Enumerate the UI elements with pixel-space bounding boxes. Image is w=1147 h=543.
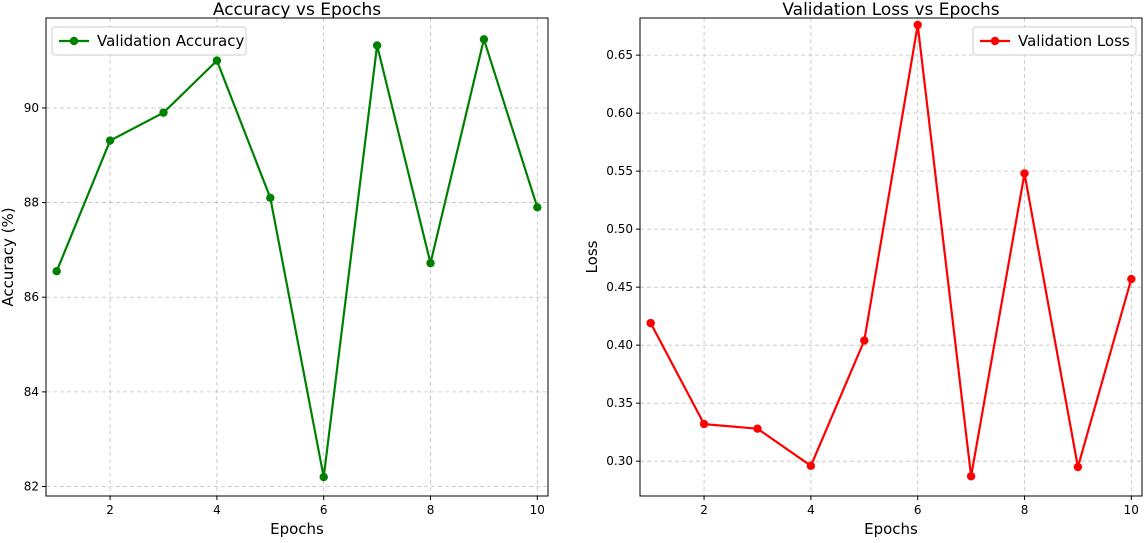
loss-data-point — [1073, 462, 1083, 472]
accuracy-legend-marker-swatch — [69, 36, 79, 46]
loss-y-tick-label: 0.65 — [606, 48, 633, 62]
loss-y-tick-label: 0.45 — [606, 280, 633, 294]
accuracy-y-tick-label: 84 — [24, 385, 39, 399]
loss-y-tick-label: 0.30 — [606, 454, 633, 468]
accuracy-data-point — [52, 266, 61, 276]
accuracy-data-point — [319, 472, 328, 482]
loss-data-point — [753, 424, 762, 433]
loss-data-point — [806, 461, 816, 471]
accuracy-data-point — [426, 258, 435, 268]
accuracy-legend: Validation Accuracy — [51, 26, 247, 56]
loss-x-tick-label: 10 — [1124, 503, 1139, 517]
loss-data-point — [913, 20, 922, 30]
accuracy-chart-title: Accuracy vs Epochs — [213, 0, 381, 20]
loss-x-tick-label: 6 — [914, 503, 922, 517]
accuracy-y-tick-label: 86 — [24, 290, 39, 304]
accuracy-series-line — [55, 38, 539, 479]
accuracy-data-point — [159, 108, 168, 117]
loss-legend-box — [972, 26, 1137, 56]
loss-x-tick-label: 8 — [1021, 503, 1029, 517]
accuracy-data-point — [533, 203, 542, 212]
loss-y-tick-label: 0.40 — [606, 338, 633, 352]
loss-data-point — [966, 472, 976, 481]
loss-y-axis-title: Loss — [583, 240, 601, 273]
accuracy-x-tick-label: 8 — [427, 503, 435, 517]
loss-data-point — [1127, 274, 1136, 284]
accuracy-y-tick-label: 88 — [24, 196, 39, 210]
loss-chart-title: Validation Loss vs Epochs — [782, 0, 999, 20]
accuracy-y-tick-label: 82 — [24, 480, 39, 494]
loss-y-tick-label: 0.55 — [606, 164, 633, 178]
loss-x-axis-title: Epochs — [864, 520, 918, 538]
loss-data-point — [860, 336, 869, 345]
accuracy-x-tick-label: 2 — [106, 503, 114, 517]
loss-y-tick-label: 0.50 — [606, 222, 633, 236]
accuracy-legend-label: Validation Accuracy — [97, 32, 244, 50]
loss-series-line — [649, 23, 1133, 478]
accuracy-data-point — [266, 193, 275, 203]
loss-y-tick-label: 0.35 — [606, 396, 633, 410]
accuracy-data-point — [212, 56, 222, 65]
accuracy-plot-frame — [45, 17, 549, 497]
accuracy-x-tick-label: 4 — [213, 503, 221, 517]
loss-legend: Validation Loss — [972, 26, 1137, 56]
loss-legend-label: Validation Loss — [1018, 32, 1130, 50]
accuracy-x-axis-title: Epochs — [270, 520, 324, 538]
accuracy-legend-box — [51, 26, 247, 56]
accuracy-panel: 2 4 6 8 10 82 84 86 88 90 Accuracy vs Epochs Epoc… — [0, 0, 549, 538]
loss-data-point — [699, 419, 709, 429]
loss-plot-frame — [639, 17, 1143, 497]
accuracy-x-tick-label: 10 — [530, 503, 545, 517]
loss-data-point — [1020, 169, 1029, 178]
accuracy-y-axis-title: Accuracy (%) — [0, 207, 17, 306]
loss-legend-marker-swatch — [990, 36, 1000, 46]
loss-x-tick-label: 4 — [807, 503, 815, 517]
accuracy-data-point — [372, 41, 382, 50]
loss-y-tick-label: 0.60 — [606, 106, 633, 120]
accuracy-data-point — [105, 136, 115, 145]
accuracy-x-tick-label: 6 — [320, 503, 328, 517]
loss-panel: 2 4 6 8 10 0.30 0.35 0.40 0.45 0.50 0.55 0.60 0.65 V… — [583, 0, 1143, 538]
loss-data-point — [646, 318, 655, 328]
accuracy-y-tick-label: 90 — [24, 101, 39, 115]
loss-x-tick-label: 2 — [700, 503, 708, 517]
accuracy-data-point — [479, 35, 489, 44]
